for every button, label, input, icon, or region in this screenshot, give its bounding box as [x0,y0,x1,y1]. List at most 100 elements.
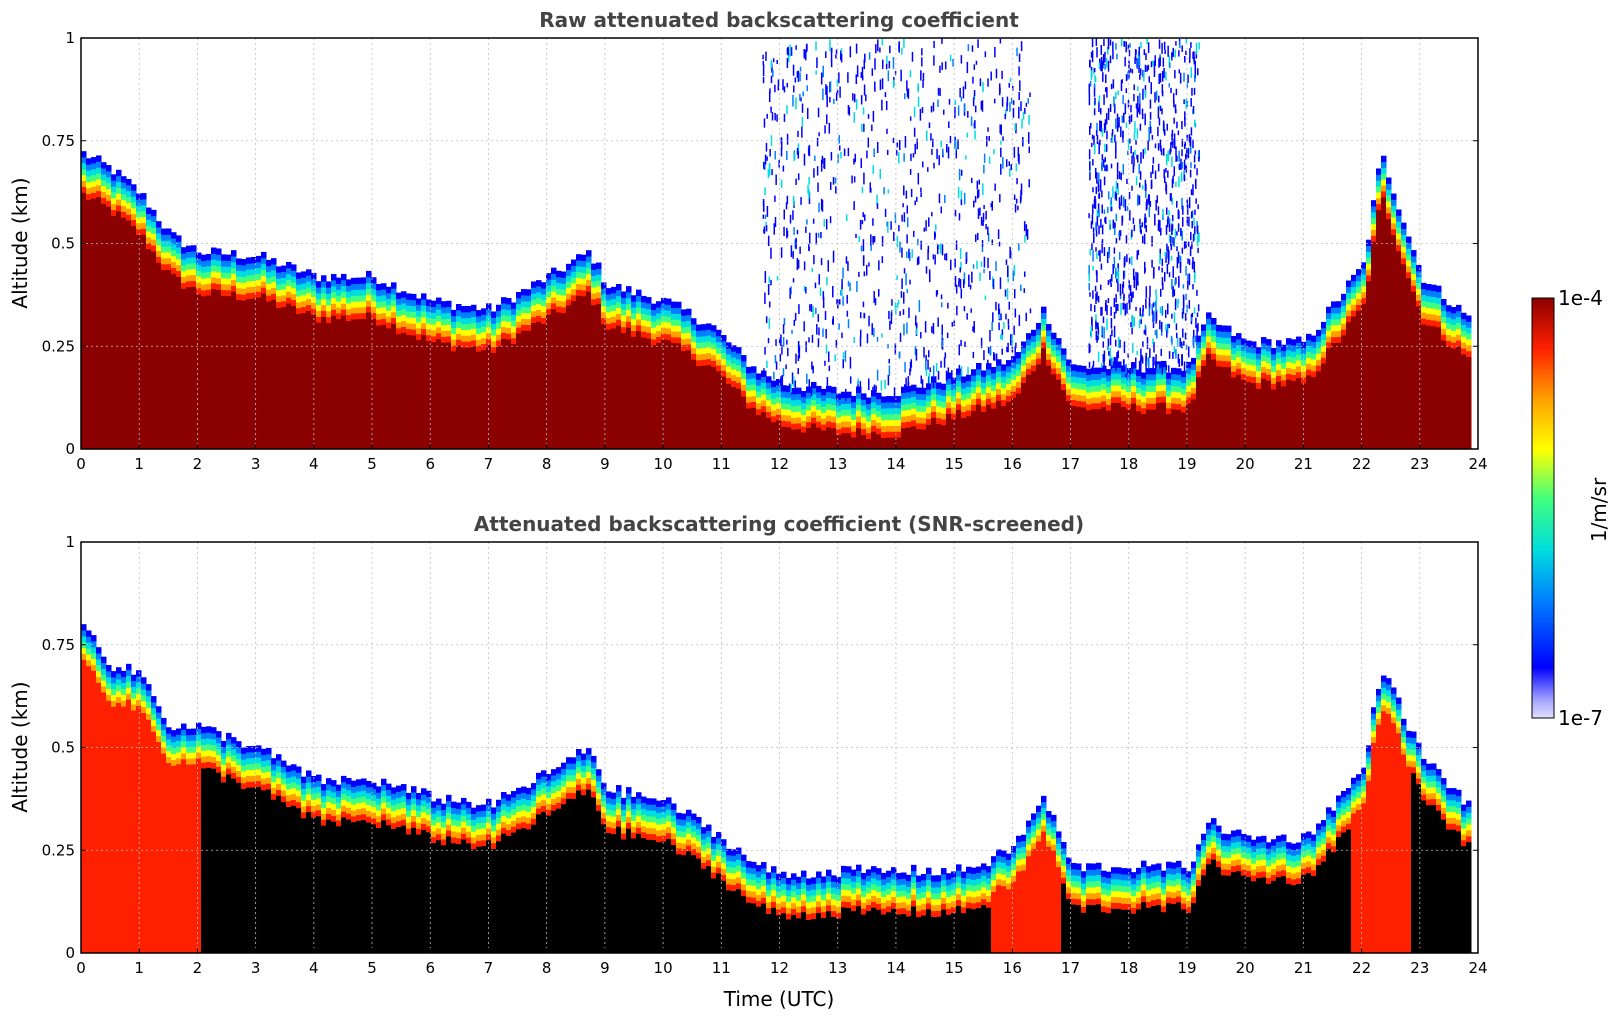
backscatter-gradient-strip [361,801,367,809]
backscatter-gradient-strip [951,383,957,390]
noise-speckle [812,365,814,374]
backscatter-core-strip [1246,381,1252,449]
backscatter-gradient-strip [566,768,572,776]
noise-speckle [1169,62,1171,69]
noise-speckle [898,41,900,53]
noise-speckle [1104,143,1106,153]
backscatter-gradient-strip [211,727,217,734]
backscatter-gradient-strip [221,764,227,771]
backscatter-core-strip [601,823,607,953]
backscatter-gradient-strip [396,809,402,816]
backscatter-gradient-strip [246,280,252,288]
backscatter-gradient-strip [1331,301,1337,308]
backscatter-gradient-strip [1396,232,1402,240]
backscatter-gradient-strip [1446,311,1452,318]
noise-speckle [1142,88,1144,100]
backscatter-gradient-strip [581,260,587,267]
backscatter-gradient-strip [171,735,177,743]
backscatter-gradient-strip [326,813,332,820]
backscatter-gradient-strip [596,262,602,269]
backscatter-gradient-strip [181,747,187,754]
backscatter-core-strip [266,300,272,449]
backscatter-gradient-strip [1326,341,1332,349]
backscatter-gradient-strip [1451,324,1457,331]
noise-speckle [941,148,944,156]
noise-speckle [1178,176,1180,188]
backscatter-gradient-strip [101,197,107,204]
backscatter-gradient-strip [1166,401,1172,409]
noise-speckle [1165,252,1167,263]
backscatter-gradient-strip [621,821,627,828]
backscatter-gradient-strip [371,300,377,308]
backscatter-gradient-strip [951,412,957,420]
backscatter-gradient-strip [536,315,542,322]
backscatter-gradient-strip [426,322,432,330]
backscatter-gradient-strip [511,331,517,339]
noise-speckle [898,351,901,359]
backscatter-core-strip [1436,326,1442,449]
backscatter-gradient-strip [771,398,777,405]
backscatter-gradient-strip [1001,387,1007,395]
backscatter-gradient-strip [166,727,172,734]
backscatter-gradient-strip [896,407,902,415]
backscatter-core-strip [1166,413,1172,449]
noise-speckle [1002,136,1004,141]
noise-speckle [1193,51,1195,62]
noise-speckle [928,372,931,384]
backscatter-gradient-strip [86,648,92,655]
noise-speckle [1131,292,1133,299]
backscatter-core-strip [416,339,422,449]
noise-speckle [859,336,862,347]
backscatter-gradient-strip [1311,370,1317,378]
backscatter-gradient-strip [956,368,962,375]
noise-speckle [906,234,908,244]
backscatter-gradient-strip [446,824,452,831]
noise-speckle [1176,231,1178,236]
backscatter-gradient-strip [666,310,672,317]
backscatter-gradient-strip [696,348,702,355]
backscatter-gradient-strip [336,784,342,792]
noise-speckle [974,120,976,129]
backscatter-gradient-strip [346,801,352,808]
backscatter-core-strip [1366,280,1372,449]
backscatter-gradient-strip [311,781,317,789]
backscatter-gradient-strip [581,771,587,778]
backscatter-gradient-strip [821,418,827,425]
noise-speckle [1118,171,1121,180]
backscatter-gradient-strip [756,385,762,392]
noise-speckle [1197,247,1199,254]
backscatter-gradient-strip [186,734,192,742]
noise-speckle [792,376,795,387]
noise-speckle [956,305,958,316]
noise-speckle [983,256,986,268]
backscatter-gradient-strip [946,378,952,385]
noise-speckle [806,373,808,384]
backscatter-gradient-strip [841,397,847,404]
backscatter-gradient-strip [721,340,727,348]
noise-speckle [1152,60,1154,66]
noise-speckle [1149,200,1152,208]
noise-speckle [1096,47,1098,58]
backscatter-gradient-strip [541,770,547,777]
noise-speckle [1117,271,1120,283]
backscatter-gradient-strip [211,738,217,746]
backscatter-core-strip [1061,389,1067,449]
noise-speckle [920,70,922,81]
noise-speckle [1170,87,1172,94]
backscatter-gradient-strip [296,272,302,279]
noise-speckle [1160,348,1163,356]
backscatter-gradient-strip [141,222,147,229]
noise-speckle [1088,83,1091,95]
noise-speckle [1154,213,1156,226]
backscatter-gradient-strip [296,284,302,291]
x-tick-label: 0 [76,455,86,473]
noise-speckle [881,39,884,46]
backscatter-core-strip [531,824,537,953]
backscatter-gradient-strip [586,250,592,257]
backscatter-gradient-strip [321,784,327,791]
backscatter-gradient-strip [1386,189,1392,196]
noise-speckle [1154,143,1157,149]
backscatter-gradient-strip [586,777,592,784]
noise-speckle [1194,68,1197,79]
noise-speckle [983,205,985,210]
